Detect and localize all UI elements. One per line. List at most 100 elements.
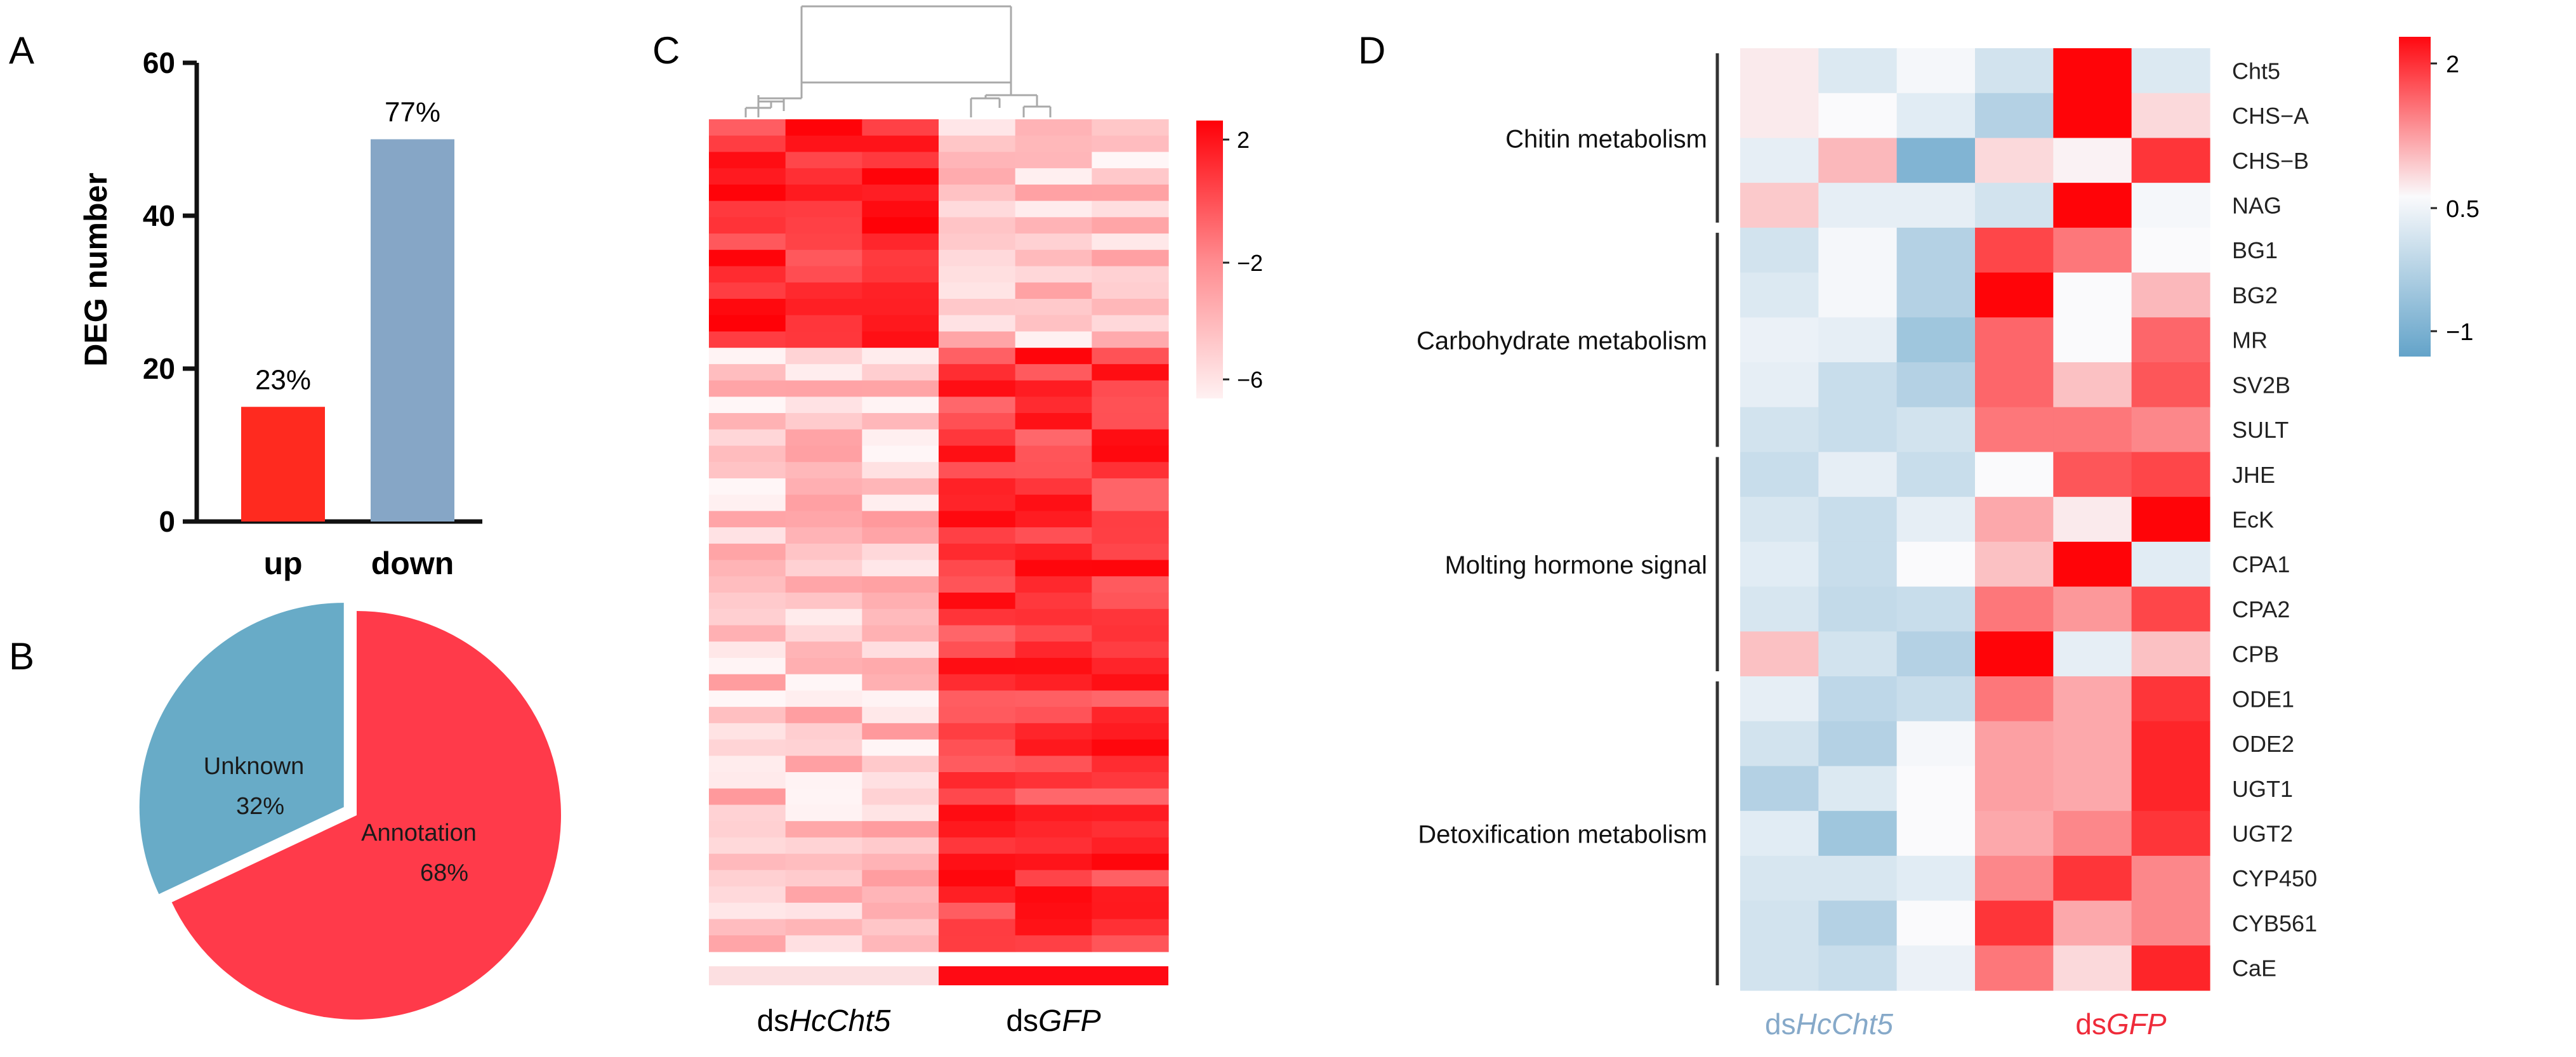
panel-c-cell (785, 543, 862, 561)
panel-c-colorbar-tick-label: −6 (1237, 367, 1263, 393)
panel-c-cell (1015, 625, 1092, 642)
panel-d-gene-label: CYB561 (2232, 910, 2317, 936)
panel-c-cell (1015, 690, 1092, 707)
panel-c-cell (862, 690, 939, 707)
panel-d-gene-label: MR (2232, 327, 2268, 353)
panel-c-cell (709, 478, 786, 496)
panel-c-cell (785, 935, 862, 952)
panel-d-cell-SULT (1740, 407, 1819, 453)
panel-d-cell-SV2B (1740, 362, 1819, 408)
panel-d-cell-SV2B (1975, 362, 2054, 408)
panel-d-cell-CaE (1975, 945, 2054, 991)
panel-d-cell-UGT1 (1818, 766, 1898, 811)
panel-c-cell (785, 576, 862, 593)
panel-c-cell (785, 804, 862, 822)
panel-d-cell-UGT1 (2053, 766, 2132, 811)
panel-d-gene-label: UGT1 (2232, 776, 2293, 802)
panel-d-cell-CPA1 (1740, 541, 1819, 588)
panel-c-cell (862, 298, 939, 316)
panel-d-cell-BG2 (1818, 272, 1898, 318)
panel-d-cell-ODE1 (2131, 676, 2210, 722)
panel-d-gene-label: SV2B (2232, 372, 2290, 398)
panel-c-cell (709, 707, 786, 724)
panel-d-cell-CPA1 (2131, 541, 2210, 588)
panel-c-cell (709, 608, 786, 626)
panel-c-cell (1092, 870, 1169, 887)
panel-c-cell (1092, 837, 1169, 855)
panel-c-cell (1092, 919, 1169, 936)
panel-c-cell (1092, 511, 1169, 528)
panel-d-cell-UGT1 (2131, 766, 2210, 811)
panel-c-cell (1092, 804, 1169, 822)
panel-c-cell (862, 739, 939, 756)
panel-d-gene-label: CYP450 (2232, 865, 2317, 891)
panel-a-data-label-up: 23% (255, 364, 311, 395)
panel-c-cell (862, 233, 939, 251)
panel-c-cell (939, 804, 1016, 822)
panel-d-cell-EcK (1818, 497, 1898, 542)
panel-c-cell (1092, 608, 1169, 626)
panel-c-cell (939, 543, 1016, 561)
panel-c-cell (785, 723, 862, 740)
panel-d-cell-ODE2 (2053, 721, 2132, 767)
panel-c-cell (1015, 772, 1092, 789)
panel-c-cell (785, 674, 862, 691)
panel-c-cell (1092, 168, 1169, 185)
dendro-link-3 (970, 97, 1001, 117)
panel-c-cell (862, 249, 939, 267)
panel-d-cell-EcK (2131, 497, 2210, 542)
dendro-link-root (757, 81, 1012, 108)
panel-c-cell (709, 380, 786, 397)
panel-d-cell-Cht5 (2131, 48, 2210, 94)
panel-c-cell (785, 739, 862, 756)
panel-c-cell (1092, 380, 1169, 397)
panel-c-cell (1015, 707, 1092, 724)
panel-c-cell (1015, 478, 1092, 496)
panel-c-cell (785, 821, 862, 838)
panel-c-cell (709, 804, 786, 822)
panel-d-cell-MR (1896, 317, 1976, 363)
panel-d-colorbar: 2 0.5 −1 (2399, 37, 2480, 357)
panel-d-cell-MR (1740, 317, 1819, 363)
panel-d-cell-CHS−A (1740, 93, 1819, 139)
panel-c-cell (709, 298, 786, 316)
panel-c-cell (862, 217, 939, 234)
panel-d-gene-label: ODE1 (2232, 686, 2294, 712)
panel-c-cell (709, 413, 786, 430)
panel-c-cell (862, 315, 939, 332)
panel-d-cell-CPA1 (2053, 541, 2132, 588)
panel-c-cell (862, 445, 939, 463)
panel-c-cell (862, 543, 939, 561)
panel-b-pie-chart: Annotation 68% Unknown 32% (139, 603, 561, 1020)
panel-d-cell-MR (2053, 317, 2132, 363)
panel-d-cell-CHS−B (2131, 138, 2210, 183)
panel-letter-d: D (1358, 29, 1385, 72)
panel-c-cell (862, 200, 939, 218)
panel-a-bar-down (371, 139, 454, 522)
panel-c-cell (939, 462, 1016, 479)
panel-c-cell (1015, 200, 1092, 218)
panel-c-cell (1092, 249, 1169, 267)
panel-d-cell-CHS−B (1975, 138, 2054, 183)
panel-d-cell-CYB561 (1818, 900, 1898, 946)
panel-letter-a: A (9, 29, 34, 72)
panel-c-cell (785, 511, 862, 528)
panel-c-cell (862, 397, 939, 414)
panel-c-cell (939, 152, 1016, 169)
panel-c-cell (862, 560, 939, 577)
panel-c-cell (939, 625, 1016, 642)
panel-d-group-label: Detoxification metabolism (1418, 821, 1707, 849)
panel-d-heatmap-cells (1740, 48, 2210, 991)
panel-c-cell (1015, 298, 1092, 316)
panel-c-cell (785, 200, 862, 218)
panel-c-cell (862, 152, 939, 169)
panel-d-cell-ODE2 (1896, 721, 1976, 767)
panel-c-cell (1015, 152, 1092, 169)
panel-c-cell (709, 462, 786, 479)
label-prefix: ds (1006, 1004, 1038, 1038)
panel-c-cell (939, 184, 1016, 202)
panel-d-gene-label: CPB (2232, 641, 2279, 667)
panel-d-cell-SV2B (2053, 362, 2132, 408)
panel-c-cell (939, 331, 1016, 348)
panel-c-cell (1092, 886, 1169, 903)
